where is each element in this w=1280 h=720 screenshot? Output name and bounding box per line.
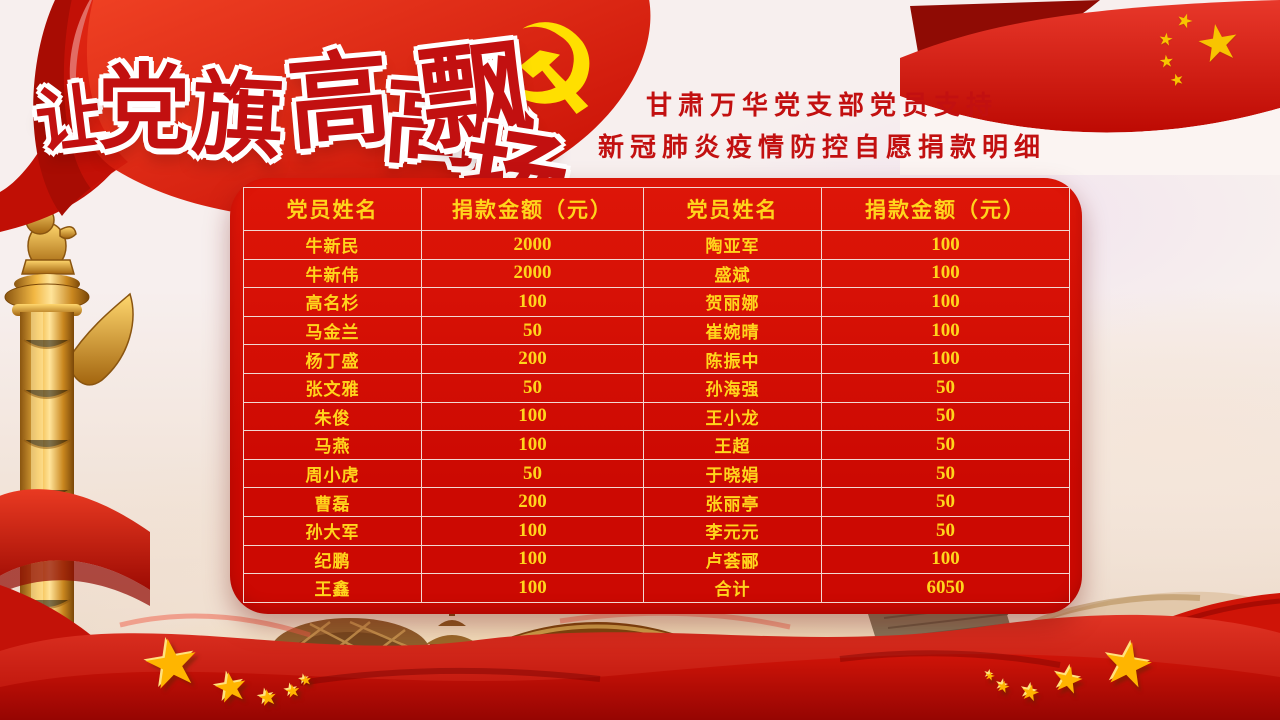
amount-cell: 50 xyxy=(821,430,1070,460)
amount-cell: 100 xyxy=(421,287,644,317)
name-cell: 朱俊 xyxy=(243,401,422,432)
table-row: 高名杉 100 贺丽娜 100 xyxy=(243,287,1070,317)
name-cell: 杨丁盛 xyxy=(243,344,422,374)
name-cell: 贺丽娜 xyxy=(643,287,822,317)
name-cell: 孙海强 xyxy=(643,372,822,403)
amount-cell: 200 xyxy=(421,344,644,374)
amount-cell: 100 xyxy=(821,344,1070,374)
amount-cell: 100 xyxy=(821,287,1070,317)
party-emblem-icon: ☭ xyxy=(457,0,617,176)
amount-cell: 50 xyxy=(421,372,644,403)
header-row: 党员姓名 捐款金额（元） 党员姓名 捐款金额（元） xyxy=(243,187,1070,231)
amount-cell: 100 xyxy=(421,401,644,432)
table-row: 周小虎 50 于晓娟 50 xyxy=(243,458,1070,489)
name-cell: 曹磊 xyxy=(243,487,422,517)
page-title-line1: 甘肃万华党支部党员支持 xyxy=(645,90,998,120)
amount-cell: 100 xyxy=(421,430,644,460)
amount-cell: 2000 xyxy=(421,230,644,260)
party-flag-graphic: ☭ xyxy=(0,0,651,232)
table-row: 杨丁盛 200 陈振中 100 xyxy=(243,344,1070,374)
star-icon: ★ xyxy=(1017,679,1043,708)
donation-table-card: 党员姓名 捐款金额（元） 党员姓名 捐款金额（元） 牛新民 2000 陶亚军 100 牛… xyxy=(230,178,1082,614)
page-title: 甘肃万华党支部党员支持 新冠肺炎疫情防控自愿捐款明细 xyxy=(562,84,1082,168)
amount-cell: 6050 xyxy=(821,573,1070,603)
name-cell: 纪鹏 xyxy=(243,544,422,575)
table-row: 牛新伟 2000 盛斌 100 xyxy=(243,258,1070,289)
amount-cell: 100 xyxy=(421,515,644,546)
name-cell: 王小龙 xyxy=(643,401,822,432)
amount-cell: 50 xyxy=(821,401,1070,432)
flag-star-icon: ★ xyxy=(1156,29,1175,51)
amount-cell: 2000 xyxy=(421,258,644,289)
name-cell: 盛斌 xyxy=(643,258,822,289)
star-icon: ★ xyxy=(209,662,253,714)
flag-star-icon: ★ xyxy=(1157,51,1176,73)
donation-table-header: 党员姓名 捐款金额（元） 党员姓名 捐款金额（元） xyxy=(243,187,1070,231)
amount-cell: 100 xyxy=(821,315,1070,346)
name-cell: 牛新民 xyxy=(243,230,422,260)
table-row: 张文雅 50 孙海强 50 xyxy=(243,372,1070,403)
header-member-name-1: 党员姓名 xyxy=(243,187,422,231)
star-icon: ★ xyxy=(256,684,280,713)
table-row: 孙大军 100 李元元 50 xyxy=(243,515,1070,546)
table-row: 纪鹏 100 卢荟郦 100 xyxy=(243,544,1070,575)
star-icon: ★ xyxy=(1095,625,1161,705)
star-icon: ★ xyxy=(136,620,208,707)
header-amount-2: 捐款金额（元） xyxy=(821,187,1070,231)
table-row: 马燕 100 王超 50 xyxy=(243,430,1070,460)
amount-cell: 50 xyxy=(821,458,1070,489)
table-row: 王鑫 100 合计 6050 xyxy=(243,573,1070,603)
amount-cell: 50 xyxy=(821,372,1070,403)
donation-table-body: 牛新民 2000 陶亚军 100 牛新伟 2000 盛斌 100 高名杉 100 贺丽娜 100 马金兰… xyxy=(243,230,1070,603)
table-row: 曹磊 200 张丽亭 50 xyxy=(243,487,1070,517)
name-cell: 张丽亭 xyxy=(643,487,822,517)
amount-cell: 100 xyxy=(421,573,644,603)
table-row: 朱俊 100 王小龙 50 xyxy=(243,401,1070,432)
name-cell: 王鑫 xyxy=(243,573,422,603)
name-cell: 张文雅 xyxy=(243,372,422,403)
header-member-name-2: 党员姓名 xyxy=(643,187,822,231)
calligraphy-char: 旗 xyxy=(189,59,287,173)
calligraphy-char: 高 xyxy=(282,36,396,166)
name-cell: 孙大军 xyxy=(243,515,422,546)
name-cell: 周小虎 xyxy=(243,458,422,489)
amount-cell: 100 xyxy=(821,230,1070,260)
name-cell: 卢荟郦 xyxy=(643,544,822,575)
calligraphy-char: 党 xyxy=(98,54,191,162)
amount-cell: 50 xyxy=(421,315,644,346)
name-cell: 陶亚军 xyxy=(643,230,822,260)
amount-cell: 50 xyxy=(821,487,1070,517)
china-flag-graphic xyxy=(900,0,1280,175)
name-cell: 王超 xyxy=(643,430,822,460)
amount-cell: 100 xyxy=(421,544,644,575)
red-ribbon-wave-graphic xyxy=(0,585,1280,720)
page-title-line2: 新冠肺炎疫情防控自愿捐款明细 xyxy=(597,132,1046,162)
star-icon: ★ xyxy=(298,672,314,690)
name-cell: 李元元 xyxy=(643,515,822,546)
table-row: 牛新民 2000 陶亚军 100 xyxy=(243,230,1070,260)
amount-cell: 100 xyxy=(821,258,1070,289)
table-row: 马金兰 50 崔婉晴 100 xyxy=(243,315,1070,346)
name-cell: 合计 xyxy=(643,573,822,603)
name-cell: 马金兰 xyxy=(243,315,422,346)
name-cell: 高名杉 xyxy=(243,287,422,317)
amount-cell: 200 xyxy=(421,487,644,517)
donation-table: 党员姓名 捐款金额（元） 党员姓名 捐款金额（元） 牛新民 2000 陶亚军 100 牛… xyxy=(243,187,1070,603)
main-title-calligraphy: 让 党 旗 高 高 飘 扬 xyxy=(0,0,690,280)
amount-cell: 50 xyxy=(421,458,644,489)
flag-star-icon: ★ xyxy=(1191,10,1246,76)
name-cell: 牛新伟 xyxy=(243,258,422,289)
header-amount-1: 捐款金额（元） xyxy=(421,187,644,231)
amount-cell: 100 xyxy=(821,544,1070,575)
name-cell: 马燕 xyxy=(243,430,422,460)
name-cell: 于晓娟 xyxy=(643,458,822,489)
amount-cell: 50 xyxy=(821,515,1070,546)
name-cell: 崔婉晴 xyxy=(643,315,822,346)
name-cell: 陈振中 xyxy=(643,344,822,374)
